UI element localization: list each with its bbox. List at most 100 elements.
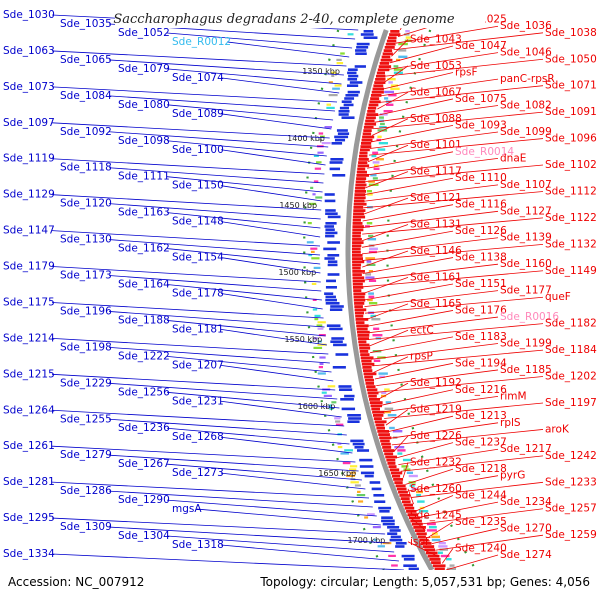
reverse-gene bbox=[355, 183, 367, 187]
reverse-gene bbox=[383, 449, 395, 452]
reverse-gene bbox=[374, 81, 386, 84]
forward-gene bbox=[343, 103, 354, 107]
reverse-gene bbox=[352, 257, 363, 260]
forward-gene bbox=[325, 286, 337, 289]
title-backdrop bbox=[115, 8, 485, 28]
leader-line bbox=[377, 91, 409, 110]
gc-feature bbox=[388, 81, 393, 84]
gene-label: Sde_1218 bbox=[455, 463, 507, 475]
forward-gene bbox=[325, 228, 335, 231]
leader-line bbox=[435, 534, 544, 551]
forward-gene bbox=[336, 129, 348, 132]
reverse-gene bbox=[352, 231, 361, 235]
gene-label: Sde_1084 bbox=[60, 90, 112, 102]
forward-gene bbox=[329, 161, 343, 164]
leader-line bbox=[51, 230, 321, 247]
cog-feature bbox=[327, 385, 336, 388]
leader-line bbox=[108, 311, 325, 328]
reverse-gene bbox=[360, 145, 372, 148]
summary-text: Topology: circular; Length: 5,057,531 bp… bbox=[259, 575, 590, 589]
forward-gene bbox=[348, 74, 359, 78]
gc-feature bbox=[403, 468, 411, 471]
reverse-gene bbox=[396, 487, 407, 491]
reverse-gene bbox=[393, 478, 404, 481]
forward-gene bbox=[337, 132, 350, 135]
gene-label: Sde_1235 bbox=[455, 516, 507, 528]
forward-gene bbox=[329, 308, 343, 311]
reverse-gene bbox=[352, 266, 361, 270]
gc-feature bbox=[366, 222, 373, 225]
reverse-gene bbox=[355, 186, 366, 190]
gc-feature bbox=[368, 292, 374, 295]
cog-feature bbox=[306, 241, 314, 244]
reverse-gene bbox=[352, 263, 362, 267]
cog-feature bbox=[317, 327, 324, 330]
leader-line bbox=[362, 210, 499, 228]
leader-line bbox=[108, 526, 390, 544]
gc-feature bbox=[379, 116, 384, 119]
leader-line bbox=[363, 277, 409, 294]
leader-line bbox=[220, 77, 340, 94]
leader-line bbox=[431, 528, 499, 545]
gene-label: Sde_1063 bbox=[3, 45, 55, 57]
reverse-gene bbox=[380, 58, 393, 62]
reverse-gene bbox=[379, 436, 392, 440]
forward-gene bbox=[330, 340, 343, 343]
forward-gene bbox=[355, 49, 367, 52]
gene-label: Sde_1274 bbox=[500, 549, 552, 561]
reverse-gene bbox=[352, 279, 365, 283]
gene-label: Sde_1334 bbox=[3, 548, 55, 560]
cog-feature bbox=[314, 314, 321, 317]
leader-line bbox=[364, 177, 454, 196]
gc-feature bbox=[404, 33, 410, 36]
cog-feature bbox=[364, 516, 369, 519]
gene-label: Sde_1240 bbox=[455, 542, 507, 554]
gc-feature bbox=[383, 110, 393, 113]
cog-feature bbox=[310, 186, 314, 189]
cog-feature bbox=[310, 250, 315, 253]
reverse-gene bbox=[354, 305, 363, 308]
reverse-gene bbox=[375, 423, 385, 427]
forward-gene bbox=[325, 209, 336, 212]
reverse-gene bbox=[359, 350, 369, 353]
gc-feature bbox=[373, 359, 381, 362]
leader-line bbox=[363, 191, 544, 209]
gene-label: Sde_1290 bbox=[118, 494, 170, 506]
cog-feature bbox=[332, 87, 340, 90]
reverse-gene bbox=[385, 42, 396, 46]
forward-gene bbox=[352, 442, 365, 446]
gene-label: Sde_1046 bbox=[500, 47, 552, 59]
reverse-gene bbox=[352, 247, 361, 251]
forward-gene bbox=[356, 46, 369, 49]
gene-label: Sde_1080 bbox=[118, 99, 170, 111]
gc-feature bbox=[389, 426, 395, 430]
forward-gene bbox=[360, 33, 374, 36]
gene-label: Sde_1229 bbox=[60, 377, 112, 389]
leader-line bbox=[373, 111, 544, 130]
gene-label: Sde_1259 bbox=[545, 529, 597, 541]
forward-gene bbox=[333, 343, 347, 347]
leader-line bbox=[402, 462, 409, 478]
gene-label: Sde_1234 bbox=[500, 496, 552, 508]
forward-gene bbox=[344, 97, 355, 100]
leader-line bbox=[368, 329, 409, 347]
cog-feature bbox=[335, 420, 341, 423]
cog-feature bbox=[335, 423, 344, 426]
gene-label: Sde_1182 bbox=[545, 318, 597, 330]
forward-gene bbox=[395, 542, 407, 545]
gene-label: Sde_1131 bbox=[410, 219, 462, 231]
reverse-gene bbox=[386, 458, 396, 462]
cog-feature bbox=[357, 490, 361, 493]
reverse-gene bbox=[369, 100, 381, 104]
reverse-gene bbox=[357, 167, 366, 171]
reverse-gene bbox=[354, 311, 365, 315]
leader-line bbox=[384, 402, 544, 419]
forward-gene bbox=[374, 500, 386, 503]
leader-line bbox=[400, 455, 544, 472]
kbp-tick-label: 1600 kbp bbox=[298, 402, 336, 411]
reverse-gene bbox=[408, 516, 420, 520]
forward-gene bbox=[339, 106, 350, 110]
reverse-gene bbox=[352, 273, 362, 276]
gene-label: Sde_1233 bbox=[545, 476, 597, 488]
genome-backbone bbox=[303, 29, 477, 572]
